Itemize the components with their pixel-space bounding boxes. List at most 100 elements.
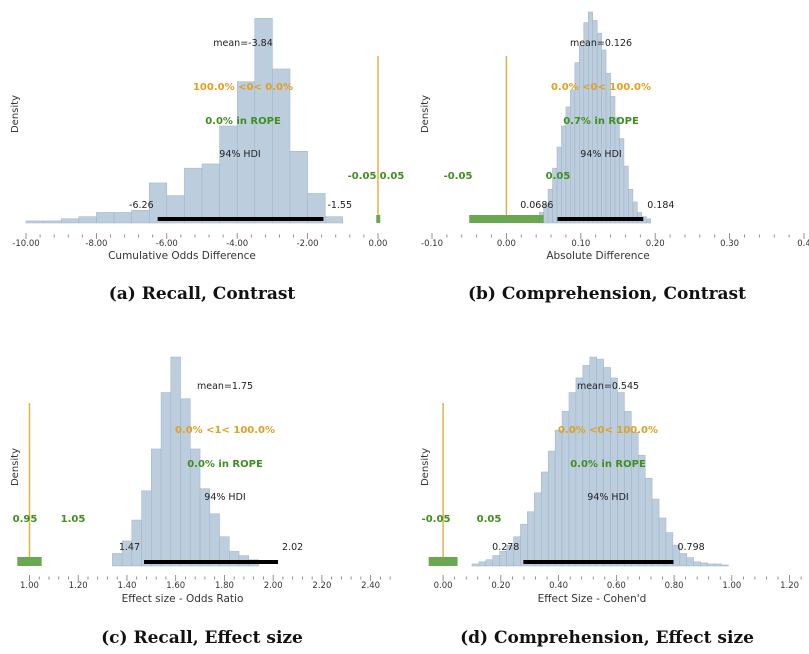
histogram-bar [219,125,238,224]
x-axis-label: Effect Size - Cohen'd [538,593,647,605]
x-tick-label: 0.40 [549,581,568,591]
panel-comprehension-effect-size: 0.00 0.20 0.40 0.60 0.80 1.00 1.20 Effect Size … [405,327,809,654]
x-tick-label: 0.10 [571,239,590,249]
x-tick-label: 1.00 [722,581,741,591]
histogram-bar [644,477,653,567]
histogram-bar [556,146,562,224]
histogram-bar [160,392,172,567]
histogram-bar [686,557,694,567]
histogram-bar [141,490,152,567]
y-axis-label: Density [10,448,21,486]
reference-text: 100.0% <0< 0.0% [193,82,293,93]
reference-text: 0.0% <1< 100.0% [175,425,275,436]
histogram-bar [623,165,629,224]
rope-band [428,557,458,566]
rope-lower-label: -0.05 [422,514,451,525]
hdi-lower-label: 1.47 [119,542,140,553]
reference-text: 0.0% <0< 100.0% [551,82,651,93]
rope-lower-label: -0.05 [444,171,473,182]
histogram-bar [638,454,646,567]
hdi-title: 94% HDI [219,149,260,160]
x-tick-label: 0.00 [369,239,388,249]
x-tick-label: -4.00 [226,239,248,249]
rope-upper-label: 0.05 [380,171,404,182]
x-tick-label: -8.00 [85,239,107,249]
histogram-bar [112,553,123,567]
hdi-upper-label: -1.55 [327,200,352,211]
panel-recall-effect-size: 1.00 1.20 1.40 1.60 1.80 2.00 2.20 2.40 Effect s… [0,327,404,654]
histogram-bar [547,450,556,567]
hdi-lower-label: -6.26 [129,200,154,211]
hdi-title: 94% HDI [580,149,621,160]
histogram-bar [520,523,528,567]
histogram-bar [307,193,326,224]
histogram-bar [180,398,191,567]
histogram-bar [554,429,563,567]
mean-label: mean=1.75 [197,381,253,392]
histogram-bar [570,89,576,224]
histogram-bar [614,117,620,224]
x-tick-label: -10.00 [12,239,39,249]
histogram-bar [596,32,602,224]
histogram-bar [651,498,660,567]
histogram-bar [658,517,667,567]
hdi-title: 94% HDI [587,492,628,503]
histogram-bar [471,563,480,567]
x-tick-label: -6.00 [156,239,178,249]
x-tick-label: 0.20 [646,239,665,249]
histogram-bar [610,377,618,567]
x-tick-label: 0.80 [665,581,684,591]
histogram-bar [568,392,577,567]
hdi-upper-label: 0.184 [647,200,674,211]
histogram-bar [272,68,291,224]
panel-comprehension-contrast: -0.10 0.00 0.10 0.20 0.30 0.4 Absolute Differe… [405,0,809,327]
x-tick-label: 0.4 [797,239,809,249]
histogram-bar [209,513,220,567]
x-tick-label: 0.60 [607,581,626,591]
y-axis-label: Density [10,95,21,133]
histogram-bar [714,563,722,567]
histogram-bar [201,163,220,224]
x-tick-label: 1.60 [166,581,185,591]
histogram-comprehension-contrast: -0.10 0.00 0.10 0.20 0.30 0.4 Absolute Differe… [420,11,809,262]
hdi-upper-label: 0.798 [677,542,704,553]
rope-lower-label: 0.95 [13,514,38,525]
histogram-bar [541,471,549,567]
rope-band [17,557,42,566]
histogram-bar [579,45,585,224]
hdi-title: 94% HDI [204,492,245,503]
caption-recall-contrast: (a) Recall, Contrast [108,284,296,304]
x-axis-label: Cumulative Odds Difference [108,250,256,262]
histogram-bar [131,210,150,224]
histogram-bar [96,212,115,224]
x-tick-label: 1.20 [780,581,799,591]
x-tick-label: -2.00 [297,239,319,249]
x-tick-label: 1.20 [69,581,88,591]
rope-band [376,215,381,223]
x-axis-label: Effect size - Odds Ratio [122,593,244,605]
reference-text: 0.0% <0< 100.0% [558,425,658,436]
x-tick-label: 0.00 [497,239,516,249]
histogram-bar [527,511,535,567]
mean-label: mean=-3.84 [213,38,272,49]
histogram-bar [646,218,651,224]
histogram-bar [60,218,80,224]
histogram-bar [534,492,542,567]
x-tick-label: 0.30 [720,239,739,249]
hdi-upper-label: 2.02 [282,542,303,553]
rope-text: 0.7% in ROPE [563,116,639,127]
histogram-bar [25,220,44,224]
histogram-bar [679,553,688,567]
x-axis-label: Absolute Difference [546,250,649,262]
histogram-bar [113,212,132,224]
histogram-bar [601,49,607,224]
x-tick-label: 2.40 [361,581,380,591]
caption-comprehension-effect-size: (d) Comprehension, Effect size [460,628,754,648]
x-tick-label: 1.80 [215,581,234,591]
rope-lower-label: -0.05 [348,171,377,182]
histogram-bar [485,559,494,567]
histogram-bar [693,561,701,567]
histogram-bar [492,555,500,567]
y-axis-label: Density [420,95,431,133]
rope-upper-label: 1.05 [61,514,86,525]
